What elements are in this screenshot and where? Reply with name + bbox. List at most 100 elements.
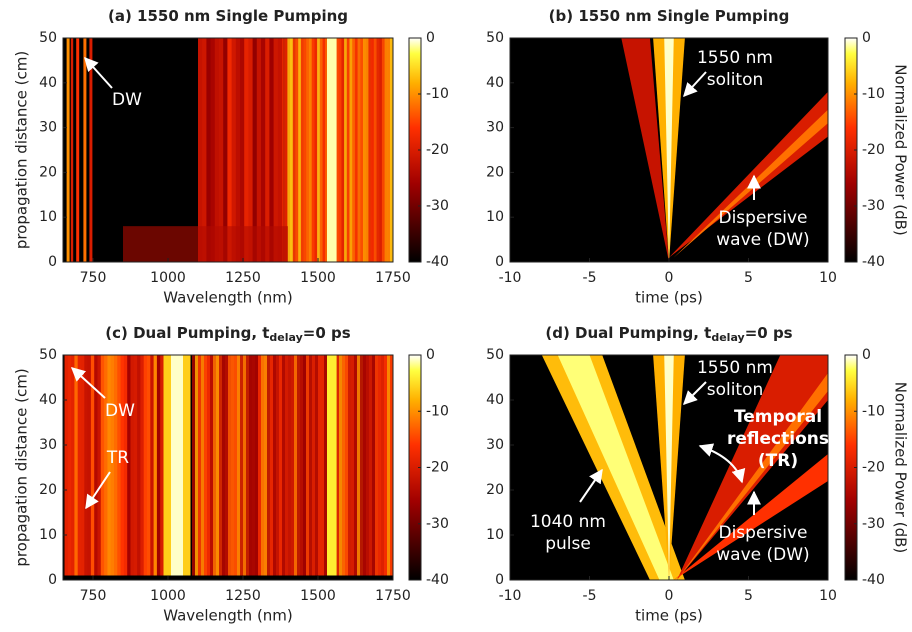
title-suffix: =0 ps <box>303 324 351 342</box>
panel-title: (a) 1550 nm Single Pumping <box>108 7 348 25</box>
y-tick-label: 30 <box>486 437 504 453</box>
y-tick-label: 0 <box>48 254 57 270</box>
texture <box>123 226 288 262</box>
heatmap-panel: 750 1000 1250 1500 1750 0 10 20 30 40 50 (c) Dual P… <box>13 324 449 625</box>
y-tick-label: 20 <box>39 164 57 180</box>
colorbar-tick-label: -10 <box>426 86 449 102</box>
texture <box>74 355 81 580</box>
annotation: 1550 nm <box>697 358 773 378</box>
texture <box>63 575 393 580</box>
colorbar-tick-label: -40 <box>426 254 449 270</box>
texture <box>107 355 114 580</box>
x-tick-label: -5 <box>583 270 597 286</box>
texture <box>231 38 237 262</box>
y-tick-label: 0 <box>495 254 504 270</box>
colorbar-tick-label: -30 <box>426 198 449 214</box>
annotation: (TR) <box>758 451 798 471</box>
colorbar-tick-label: -40 <box>426 572 449 588</box>
texture <box>261 38 266 262</box>
title-text: (a) 1550 nm Single Pumping <box>108 7 348 25</box>
texture <box>67 355 74 580</box>
texture <box>133 355 140 580</box>
heatmap-image <box>63 355 393 580</box>
y-tick-label: 50 <box>39 30 57 46</box>
heatmap-panel: -10 -5 0 5 10 0 10 20 30 40 50 (d) Dual Pumping, td… <box>486 324 909 625</box>
texture <box>248 38 254 262</box>
texture <box>265 38 271 262</box>
texture <box>70 38 74 262</box>
texture <box>94 355 101 580</box>
y-tick-label: 30 <box>39 437 57 453</box>
texture <box>64 355 71 580</box>
texture <box>252 38 258 262</box>
x-tick-label: 5 <box>744 588 753 604</box>
texture <box>235 38 241 262</box>
texture <box>76 38 80 262</box>
annotation: Dispersive <box>718 208 807 228</box>
y-tick-label: 50 <box>486 347 504 363</box>
y-tick-label: 50 <box>486 30 504 46</box>
x-tick-label: 1250 <box>225 588 261 604</box>
plot-frame <box>62 37 394 263</box>
annotation-arrow <box>84 56 113 89</box>
texture <box>390 38 393 262</box>
panel-title: (b) 1550 nm Single Pumping <box>549 7 790 25</box>
texture <box>104 355 111 580</box>
texture <box>90 355 97 580</box>
x-tick-label: -5 <box>583 588 597 604</box>
x-tick-label: 1500 <box>300 588 336 604</box>
panel-title: (c) Dual Pumping, tdelay=0 ps <box>105 324 350 345</box>
x-tick-label: -10 <box>499 588 522 604</box>
colorbar-tick-label: -20 <box>426 142 449 158</box>
texture <box>110 355 117 580</box>
colorbar-tick-label: -30 <box>862 198 885 214</box>
annotation-arrow <box>683 381 707 405</box>
texture <box>277 38 283 262</box>
annotation-arrow <box>698 443 746 484</box>
texture <box>89 38 93 262</box>
texture <box>198 38 203 262</box>
title-subscript: delay <box>711 331 744 344</box>
texture <box>557 355 674 580</box>
x-tick-label: 1000 <box>150 270 186 286</box>
annotation: Temporal <box>734 407 822 427</box>
panel-title: (d) Dual Pumping, tdelay=0 ps <box>545 324 792 345</box>
y-tick-label: 10 <box>486 527 504 543</box>
colorbar-label: Normalized Power (dB) <box>892 64 910 235</box>
texture <box>137 355 144 580</box>
annotation: DW <box>105 401 135 421</box>
x-tick-label: 750 <box>80 270 107 286</box>
x-tick-label: 750 <box>80 588 107 604</box>
x-tick-label: 0 <box>665 588 674 604</box>
texture <box>219 38 224 262</box>
x-tick-label: 10 <box>819 270 837 286</box>
colorbar-tick-label: 0 <box>426 30 435 46</box>
texture <box>160 355 167 580</box>
annotation: soliton <box>707 380 764 400</box>
x-tick-label: 1750 <box>375 270 411 286</box>
colorbar-tick-label: -10 <box>862 86 885 102</box>
x-tick-label: 1250 <box>225 270 261 286</box>
annotation: 1040 nm <box>530 512 606 532</box>
heatmap-image <box>66 38 393 262</box>
y-tick-label: 50 <box>39 347 57 363</box>
annotation: wave (DW) <box>716 545 809 565</box>
heatmap-image <box>541 355 828 580</box>
colorbar-tick-label: -10 <box>426 403 449 419</box>
colorbar-tick-label: -20 <box>862 460 885 476</box>
annotation-arrow <box>85 471 111 510</box>
texture <box>210 38 216 262</box>
plot-frame <box>62 354 394 581</box>
texture <box>100 355 107 580</box>
x-axis-label: Wavelength (nm) <box>163 289 293 307</box>
colorbar-tick-label: -40 <box>862 572 885 588</box>
texture <box>664 355 674 580</box>
y-tick-label: 40 <box>39 75 57 91</box>
y-tick-label: 40 <box>486 75 504 91</box>
y-axis-label: propagation distance (cm) <box>13 368 31 566</box>
annotation: reflections <box>727 429 829 449</box>
texture <box>66 38 70 262</box>
colorbar-tick-label: -30 <box>426 516 449 532</box>
colorbar-tick-label: -10 <box>862 403 885 419</box>
texture <box>147 355 153 580</box>
